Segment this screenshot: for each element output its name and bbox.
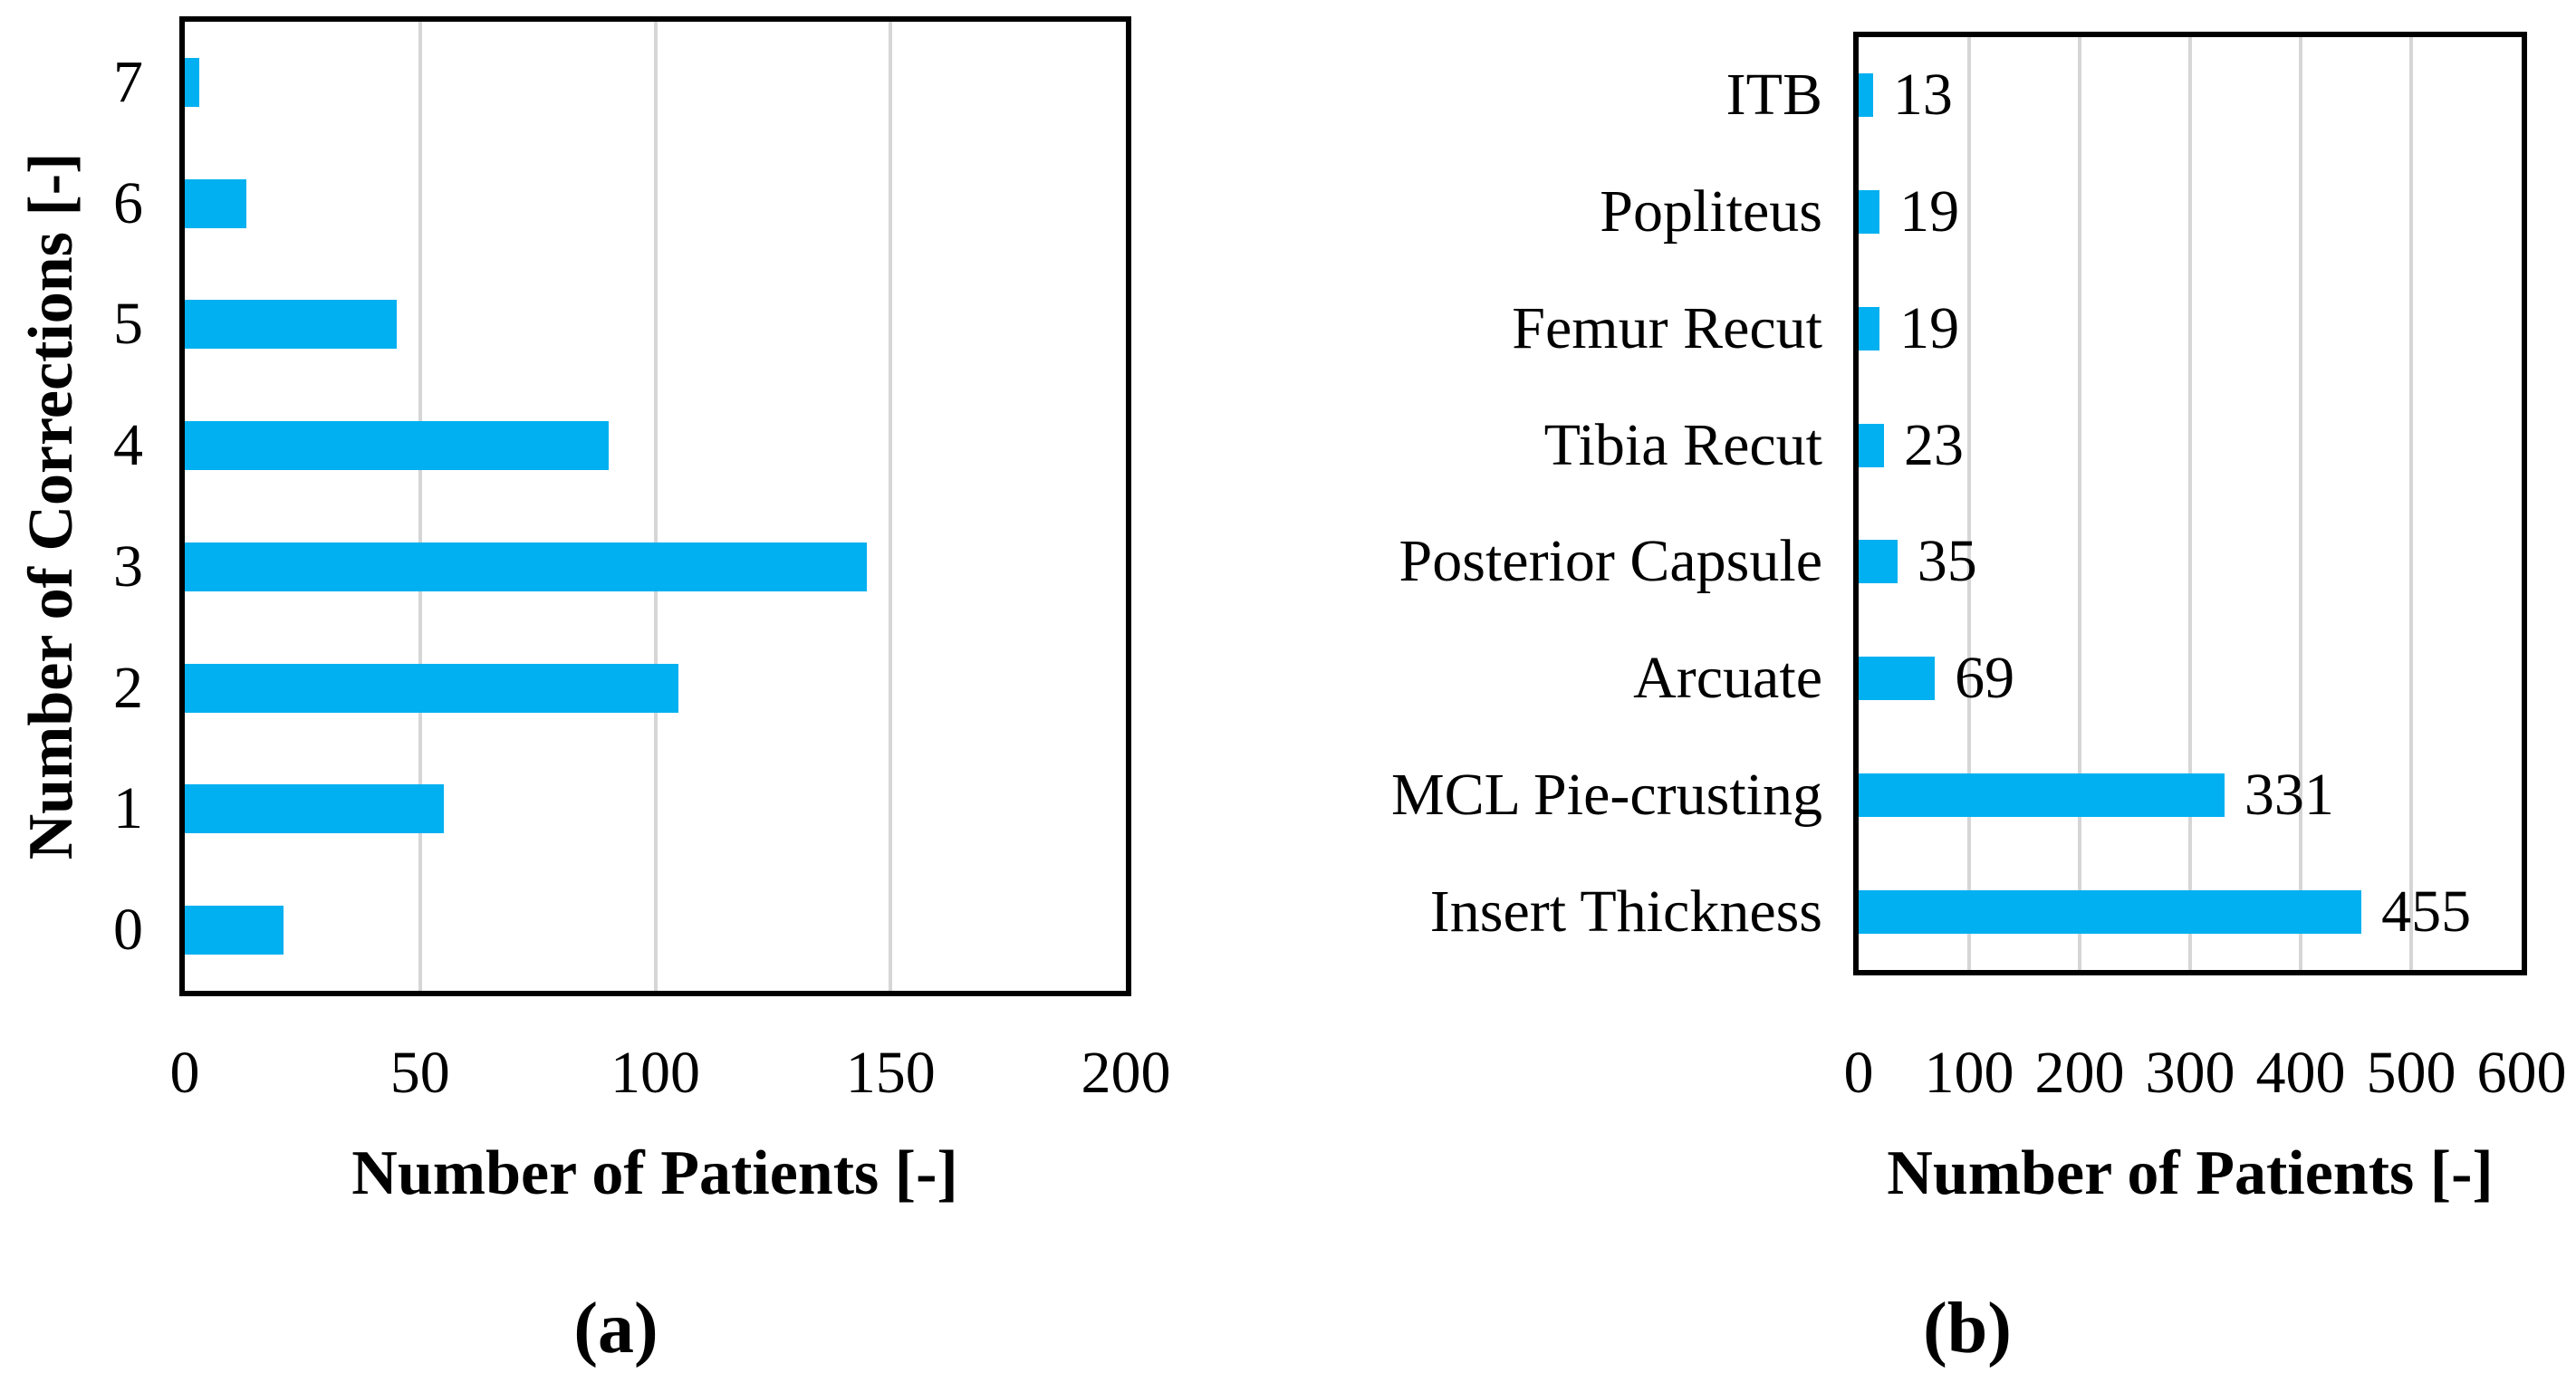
x-tick-label: 300 (2145, 1040, 2235, 1106)
bar-value-label: 13 (1892, 62, 1953, 129)
bar-mcl-pie-crusting (1859, 773, 2225, 817)
gridline (653, 22, 658, 991)
bar-value-label: 331 (2244, 761, 2334, 828)
gridline (2188, 37, 2192, 970)
x-tick-label: 0 (1843, 1040, 1874, 1106)
y-axis-title-a: Number of Corrections [-] (16, 152, 86, 860)
category-label-itb: ITB (1725, 62, 1822, 129)
category-label-7: 7 (113, 48, 143, 115)
bar-5 (185, 300, 397, 350)
bar-tibia-recut (1859, 423, 1885, 467)
category-label-mcl-pie-crusting: MCL Pie-crusting (1390, 761, 1822, 828)
bar-femur-recut (1859, 306, 1880, 350)
x-tick-label: 400 (2255, 1040, 2346, 1106)
category-label-tibia-recut: Tibia Recut (1543, 411, 1822, 478)
bar-6 (185, 178, 246, 228)
bar-0 (185, 906, 284, 955)
bar-value-label: 455 (2381, 878, 2472, 945)
category-label-6: 6 (113, 169, 143, 236)
category-label-femur-recut: Femur Recut (1512, 294, 1822, 361)
bar-insert-thickness (1859, 889, 2362, 934)
gridline (2299, 37, 2302, 970)
category-label-popliteus: Popliteus (1600, 178, 1822, 245)
gridline (1967, 37, 1971, 970)
gridline (2409, 37, 2413, 970)
caption-b: (b) (1923, 1289, 2012, 1368)
bar-4 (185, 421, 609, 471)
x-tick-label: 50 (389, 1040, 450, 1106)
category-label-0: 0 (113, 897, 143, 964)
category-label-posterior-capsule: Posterior Capsule (1399, 528, 1822, 595)
x-axis-title-a: Number of Patients [-] (351, 1138, 958, 1208)
bar-1 (185, 784, 444, 834)
x-tick-label: 0 (169, 1040, 200, 1106)
gridline (2078, 37, 2081, 970)
category-label-1: 1 (113, 775, 143, 842)
bar-popliteus (1859, 190, 1880, 235)
bar-value-label: 69 (1955, 645, 2015, 712)
x-tick-label: 150 (845, 1040, 936, 1106)
gridline (418, 22, 422, 991)
bar-arcuate (1859, 657, 1936, 701)
plot-area-b: 13 19 19 23 35 69 331 455 (1853, 32, 2527, 975)
bar-value-label: 19 (1899, 178, 1960, 245)
category-label-5: 5 (113, 291, 143, 358)
bar-3 (185, 542, 868, 591)
bar-value-label: 23 (1904, 411, 1965, 478)
category-label-insert-thickness: Insert Thickness (1429, 878, 1822, 945)
bar-value-label: 19 (1899, 294, 1960, 361)
bar-posterior-capsule (1859, 540, 1898, 584)
x-tick-label: 500 (2366, 1040, 2456, 1106)
x-tick-label: 100 (610, 1040, 700, 1106)
bar-2 (185, 663, 679, 713)
x-tick-label: 200 (1081, 1040, 1171, 1106)
bar-value-label: 35 (1917, 528, 1977, 595)
category-label-3: 3 (113, 533, 143, 600)
x-tick-label: 100 (1924, 1040, 2014, 1106)
category-label-2: 2 (113, 654, 143, 721)
category-label-4: 4 (113, 412, 143, 479)
x-tick-label: 600 (2476, 1040, 2567, 1106)
gridline (889, 22, 893, 991)
x-tick-label: 200 (2034, 1040, 2125, 1106)
bar-7 (185, 57, 199, 107)
plot-area-a (179, 16, 1131, 996)
x-axis-title-b: Number of Patients [-] (1887, 1138, 2494, 1208)
caption-a: (a) (573, 1289, 658, 1368)
bar-itb (1859, 73, 1873, 118)
category-label-arcuate: Arcuate (1633, 645, 1822, 712)
